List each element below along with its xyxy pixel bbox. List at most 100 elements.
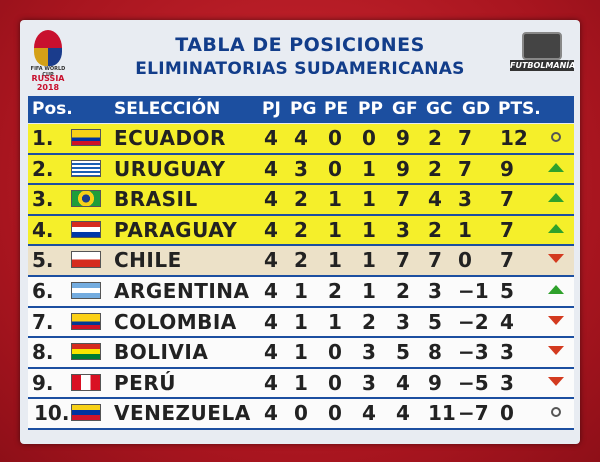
team-name: ECUADOR [114,126,226,150]
pp-cell: 3 [362,340,376,365]
pe-cell: 0 [328,401,342,426]
pj-cell: 4 [264,401,278,426]
team-name: BRASIL [114,187,198,212]
pg-cell: 2 [294,187,308,212]
gc-cell: 5 [428,309,442,334]
pg-cell: 4 [294,126,308,150]
gd-cell: 7 [458,126,472,150]
trend-up-icon [548,162,564,175]
col-pts: PTS. [498,99,541,119]
pj-cell: 4 [264,248,278,273]
col-pos: Pos. [32,99,73,119]
col-gd: GD [462,99,491,119]
pg-cell: 1 [294,279,308,303]
team-name: PARAGUAY [114,217,238,242]
pg-cell: 3 [294,156,308,181]
gf-cell: 4 [396,401,410,426]
team-name: PERÚ [114,370,176,395]
pp-cell: 4 [362,401,376,426]
team-name: BOLIVIA [114,340,209,365]
pg-cell: 2 [294,248,308,273]
pj-cell: 4 [264,370,278,395]
pj-cell: 4 [264,340,278,365]
pts-cell: 7 [500,248,514,273]
pts-cell: 3 [500,340,514,365]
position-cell: 2. [32,156,54,181]
table-row: 7. COLOMBIA 4 1 1 2 3 5 −2 4 [28,307,574,339]
pj-cell: 4 [264,126,278,150]
table-row: 10. VENEZUELA 4 0 0 4 4 11 −7 0 [28,399,574,430]
position-cell: 9. [32,370,54,395]
pe-cell: 1 [328,217,342,242]
pts-cell: 4 [500,309,514,334]
pg-cell: 2 [294,217,308,242]
gf-cell: 5 [396,340,410,365]
pp-cell: 0 [362,126,376,150]
colombia-flag-icon [71,312,101,330]
position-cell: 5. [32,248,54,273]
pp-cell: 3 [362,370,376,395]
pp-cell: 1 [362,248,376,273]
gd-cell: 3 [458,187,472,212]
table-row: 5. CHILE 4 2 1 1 7 7 0 7 [28,246,574,277]
pts-cell: 7 [500,187,514,212]
table-row: 1. ECUADOR 4 4 0 0 9 2 7 12 [28,124,574,155]
position-cell: 1. [32,126,54,150]
position-cell: 10. [34,401,70,426]
pp-cell: 1 [362,217,376,242]
uruguay-flag-icon [71,159,101,177]
gd-cell: 0 [458,248,472,273]
gc-cell: 4 [428,187,442,212]
table-row: 3. BRASIL 4 2 1 1 7 4 3 7 [28,185,574,216]
pe-cell: 0 [328,370,342,395]
gc-cell: 8 [428,340,442,365]
table-row: 6. ARGENTINA 4 1 2 1 2 3 −1 5 [28,277,574,308]
brasil-flag-icon [71,190,101,208]
col-gc: GC [426,99,453,119]
team-name: ARGENTINA [114,279,250,303]
table-row: 2. URUGUAY 4 3 0 1 9 2 7 9 [28,154,574,186]
trend-down-icon [548,376,564,389]
argentina-flag-icon [71,282,101,299]
gd-cell: −1 [458,279,489,303]
pp-cell: 1 [362,279,376,303]
table-header: Pos. SELECCIÓN PJ PG PE PP GF GC GD PTS. [28,96,574,123]
team-name: CHILE [114,248,182,273]
pe-cell: 1 [328,187,342,212]
gc-cell: 2 [428,217,442,242]
pts-cell: 7 [500,217,514,242]
pg-cell: 1 [294,370,308,395]
ecuador-flag-icon [71,129,101,146]
gf-cell: 2 [396,279,410,303]
gf-cell: 9 [396,126,410,150]
col-pp: PP [358,99,383,119]
col-pj: PJ [262,99,281,119]
pts-cell: 3 [500,370,514,395]
position-cell: 3. [32,187,54,212]
table-row: 8. BOLIVIA 4 1 0 3 5 8 −3 3 [28,338,574,369]
channel-logo: FUTBOLMANÍA [510,32,575,76]
peru-flag-icon [71,373,101,391]
gc-cell: 3 [428,279,442,303]
gd-cell: −2 [458,309,489,334]
pe-cell: 0 [328,126,342,150]
pg-cell: 1 [294,309,308,334]
pj-cell: 4 [264,217,278,242]
pj-cell: 4 [264,309,278,334]
wc-logo-year: RUSSIA 2018 [31,74,65,92]
table-row: 4. PARAGUAY 4 2 1 1 3 2 1 7 [28,215,574,247]
pe-cell: 2 [328,279,342,303]
pts-cell: 12 [500,126,528,150]
gd-cell: 1 [458,217,472,242]
col-pe: PE [324,99,349,119]
col-team: SELECCIÓN [114,99,221,119]
pe-cell: 1 [328,248,342,273]
chile-flag-icon [71,251,101,269]
gf-cell: 9 [396,156,410,181]
trend-up-icon [548,193,564,205]
pg-cell: 0 [294,401,308,426]
team-name: COLOMBIA [114,309,237,334]
pp-cell: 1 [362,187,376,212]
pts-cell: 5 [500,279,514,303]
table-row: 9. PERÚ 4 1 0 3 4 9 −5 3 [28,368,574,400]
